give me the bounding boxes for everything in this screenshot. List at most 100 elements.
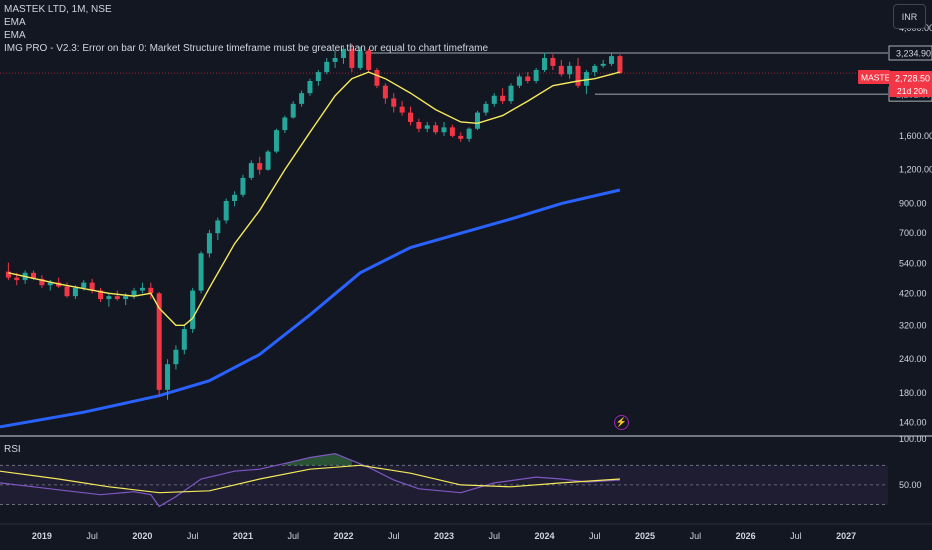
price-tick-label: 240.00 [899,354,927,364]
candle-body [290,103,296,118]
candle-body [198,253,204,291]
candle-body [592,65,598,73]
high-price-label: 3,234.90 [896,48,931,58]
candle-body [441,127,447,133]
legend-ema-short[interactable]: EMA [4,17,26,28]
candle-body [449,127,455,136]
time-tick-label: Jul [86,531,98,541]
candle-body [215,220,221,234]
price-tick-label: 180.00 [899,388,927,398]
candle-body [156,293,162,390]
candle-body [500,95,506,102]
candle-body [131,290,137,297]
symbol-badge-box [858,70,890,84]
ema-short-line [8,71,621,326]
candle-body [407,112,413,123]
candle-body [173,349,179,365]
candle-body [64,286,70,297]
time-tick-label: Jul [187,531,199,541]
candle-body [257,163,263,170]
time-tick-label: Jul [287,531,299,541]
time-tick-label: 2027 [836,531,856,541]
candle-body [466,128,472,139]
candle-body [340,48,346,59]
candle-body [424,125,430,129]
candle-body [491,95,497,104]
candle-body [617,56,623,74]
price-tick-label: 420.00 [899,288,927,298]
candle-body [525,76,531,81]
currency-button[interactable]: INR [893,4,926,29]
candle-body [483,103,489,113]
candle-body [542,58,548,70]
candle-body [47,282,53,286]
countdown-label: 21d 20h [897,86,928,96]
price-tick-label: 1,200.00 [899,165,932,175]
candle-body [475,112,481,129]
candle-body [307,80,313,94]
candle-body [458,135,464,139]
candle-body [433,125,439,133]
candle-body [399,106,405,113]
candle-body [282,117,288,131]
candle-body [366,50,372,70]
candle-body [416,122,422,129]
time-tick-label: Jul [489,531,501,541]
candle-body [31,272,37,279]
price-tick-label: 320.00 [899,320,927,330]
rsi-tick-label: 100.00 [899,434,927,444]
candle-body [240,177,246,195]
last-price-label: 2,728.50 [895,74,930,84]
time-tick-label: 2026 [736,531,756,541]
candle-body [299,93,305,104]
high-price-label-box [888,45,932,61]
legend-ema-long[interactable]: EMA [4,30,26,41]
candle-body [533,69,539,81]
candle-body [391,98,397,107]
candle-body [181,329,187,350]
candle-body [600,63,606,66]
time-tick-label: 2025 [635,531,655,541]
price-tick-label: 900.00 [899,199,927,209]
rsi-ma-line [0,464,620,494]
rsi-tick-label: 50.00 [899,480,922,490]
candle-body [349,48,355,68]
candle-body [148,287,154,294]
candle-body [165,364,171,390]
legend-indicator-error[interactable]: IMG PRO - V2.3: Error on bar 0: Market S… [4,43,489,54]
candle-body [114,296,120,300]
candle-body [248,163,254,178]
time-tick-label: 2020 [132,531,152,541]
candle-body [39,278,45,286]
symbol-badge: MASTEK [861,73,896,83]
legend-symbol[interactable]: MASTEK LTD, 1M, NSE [4,4,112,15]
rsi-line [0,452,620,508]
candle-body [89,282,95,291]
time-tick-label: 2019 [32,531,52,541]
lightning-icon[interactable]: ⚡ [614,415,629,430]
time-tick-label: 2022 [333,531,353,541]
candle-body [232,194,238,202]
price-tick-label: 540.00 [899,259,927,269]
price-tick-label: 1,600.00 [899,131,932,141]
time-tick-label: 2021 [233,531,253,541]
candle-body [81,282,87,288]
price-tick-label: 140.00 [899,418,927,428]
candle-body [106,296,112,300]
candle-body [123,296,129,300]
price-tick-label: 700.00 [899,228,927,238]
candle-body [223,201,229,221]
candle-body [550,58,556,66]
candle-body [315,72,321,81]
candle-body [609,56,615,64]
rsi-title[interactable]: RSI [4,444,21,455]
time-tick-label: 2023 [434,531,454,541]
ema-long-line [0,188,621,429]
candle-body [508,85,514,102]
candle-body [583,72,589,86]
candle-body [265,151,271,170]
candle-body [72,287,78,297]
